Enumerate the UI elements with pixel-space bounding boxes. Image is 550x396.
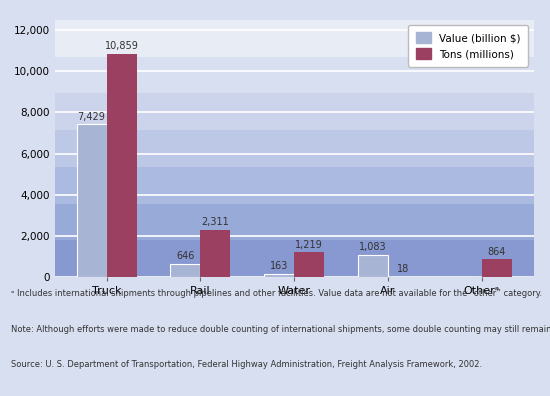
Bar [76, 124, 107, 277]
Text: ᵃ Includes international shipments through pipelines and other facilities. Value: ᵃ Includes international shipments throu… [11, 289, 542, 298]
Text: Source: U. S. Department of Transportation, Federal Highway Administration, Frei: Source: U. S. Department of Transportati… [11, 360, 482, 369]
Bar [264, 274, 294, 277]
Text: 10,859: 10,859 [104, 41, 139, 51]
Bar [107, 53, 136, 277]
Bar [358, 255, 388, 277]
Bar [55, 57, 534, 93]
Bar [200, 230, 230, 277]
Bar [55, 93, 534, 130]
Legend: Value (billion $), Tons (millions): Value (billion $), Tons (millions) [408, 25, 529, 67]
Bar [55, 130, 534, 167]
Text: Note: Although efforts were made to reduce double counting of international ship: Note: Although efforts were made to redu… [11, 325, 550, 334]
Bar [170, 264, 200, 277]
Text: 646: 646 [176, 251, 195, 261]
Bar [482, 259, 512, 277]
Text: 163: 163 [270, 261, 288, 271]
Text: 864: 864 [488, 247, 506, 257]
Bar [294, 252, 324, 277]
Bar [55, 20, 534, 57]
Text: 7,429: 7,429 [78, 112, 106, 122]
Bar [55, 204, 534, 240]
Text: 18: 18 [397, 265, 409, 274]
Bar [55, 240, 534, 277]
Text: 1,219: 1,219 [295, 240, 323, 249]
Bar [55, 167, 534, 204]
Text: 2,311: 2,311 [201, 217, 229, 227]
Text: 1,083: 1,083 [359, 242, 387, 252]
